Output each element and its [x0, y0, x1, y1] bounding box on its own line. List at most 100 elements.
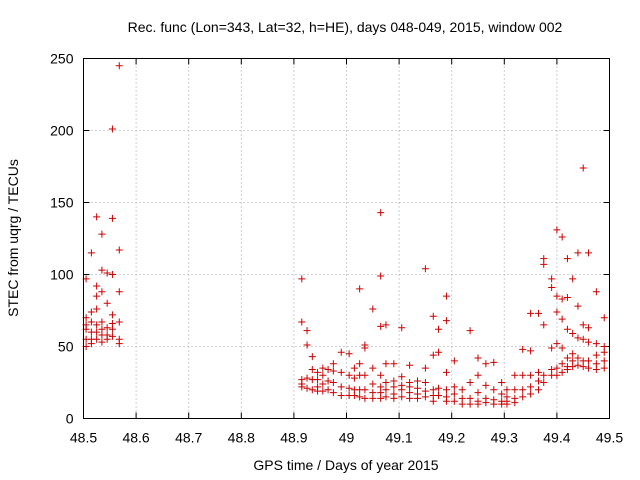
x-tick-labels: 48.5 48.6 48.7 48.8 48.9 49 49.1 49.2 49.3 49.4 49… — [70, 430, 623, 446]
data-point — [458, 400, 466, 408]
data-point — [490, 386, 498, 394]
data-point — [87, 318, 95, 326]
data-point — [356, 360, 364, 368]
data-point — [540, 321, 548, 329]
data-point — [490, 358, 498, 366]
data-point — [98, 288, 106, 296]
data-point — [450, 390, 458, 398]
data-point — [421, 393, 429, 401]
data-point — [98, 230, 106, 238]
data-point — [450, 357, 458, 365]
data-point — [414, 394, 422, 402]
data-point — [369, 394, 377, 402]
data-point — [398, 373, 406, 381]
data-point — [474, 389, 482, 397]
data-point — [398, 324, 406, 332]
data-point — [482, 399, 490, 407]
data-point — [93, 213, 101, 221]
x-tick-label: 49.4 — [543, 430, 570, 446]
data-point — [298, 318, 306, 326]
data-point — [574, 354, 582, 362]
data-point — [558, 368, 566, 376]
data-point — [579, 335, 587, 343]
data-point — [527, 309, 535, 317]
data-point — [303, 327, 311, 335]
data-point — [498, 390, 506, 398]
data-point — [592, 340, 600, 348]
data-point — [377, 322, 385, 330]
data-point — [527, 371, 535, 379]
data-point — [474, 371, 482, 379]
data-point — [490, 400, 498, 408]
y-tick-label: 200 — [50, 123, 74, 139]
data-point — [540, 379, 548, 386]
data-point — [324, 386, 332, 394]
y-tick-label: 150 — [50, 195, 74, 211]
data-point — [115, 340, 123, 348]
data-point — [308, 386, 316, 394]
x-tick-label: 49.3 — [491, 430, 518, 446]
data-point — [435, 384, 443, 392]
data-point — [466, 327, 474, 335]
data-point — [553, 308, 561, 316]
data-point — [361, 394, 369, 402]
data-point — [115, 62, 123, 70]
data-point — [558, 295, 566, 303]
data-point — [390, 383, 398, 391]
data-point — [579, 363, 587, 371]
data-point — [103, 324, 111, 332]
data-point — [600, 314, 608, 322]
data-point — [563, 366, 571, 374]
data-point — [458, 386, 466, 394]
data-point — [563, 354, 571, 362]
data-point — [382, 321, 390, 329]
data-point — [350, 364, 358, 372]
data-point — [482, 381, 490, 389]
data-point — [540, 260, 548, 268]
data-point — [527, 347, 535, 355]
data-point — [569, 275, 577, 283]
data-point — [548, 275, 556, 283]
data-point — [108, 125, 116, 133]
data-point — [553, 226, 561, 234]
data-point — [406, 394, 414, 402]
data-point — [108, 332, 116, 340]
data-point — [377, 209, 385, 217]
data-point — [482, 360, 490, 368]
data-point — [527, 383, 535, 391]
y-axis-label: STEC from uqrg / TECUs — [5, 159, 21, 317]
data-point — [540, 371, 548, 379]
data-point — [350, 391, 358, 399]
data-point — [503, 386, 511, 394]
data-point — [519, 393, 527, 401]
data-point — [442, 397, 450, 405]
data-point — [390, 360, 398, 368]
data-point — [314, 368, 322, 376]
data-point — [474, 400, 482, 408]
data-point — [369, 364, 377, 372]
data-point — [93, 305, 101, 313]
data-point — [600, 348, 608, 356]
data-point — [574, 249, 582, 257]
data-point — [108, 311, 116, 319]
data-point — [558, 315, 566, 323]
data-point — [93, 335, 101, 343]
data-point — [579, 164, 587, 172]
data-point — [337, 391, 345, 399]
data-point — [103, 335, 111, 343]
x-tick-label: 48.5 — [70, 430, 97, 446]
data-point — [558, 360, 566, 368]
data-point — [93, 292, 101, 300]
data-point — [466, 400, 474, 408]
data-point — [534, 368, 542, 376]
data-point — [382, 360, 390, 368]
y-tick-label: 50 — [58, 339, 74, 355]
plot-frame — [83, 58, 610, 419]
data-point — [519, 345, 527, 353]
data-point — [93, 328, 101, 336]
data-point — [329, 360, 337, 368]
data-point — [98, 318, 106, 326]
data-point — [421, 364, 429, 372]
data-point — [108, 325, 116, 333]
data-point — [429, 351, 437, 359]
